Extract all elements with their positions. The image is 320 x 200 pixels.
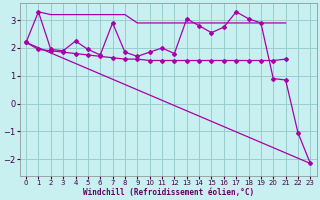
X-axis label: Windchill (Refroidissement éolien,°C): Windchill (Refroidissement éolien,°C) [83,188,254,197]
